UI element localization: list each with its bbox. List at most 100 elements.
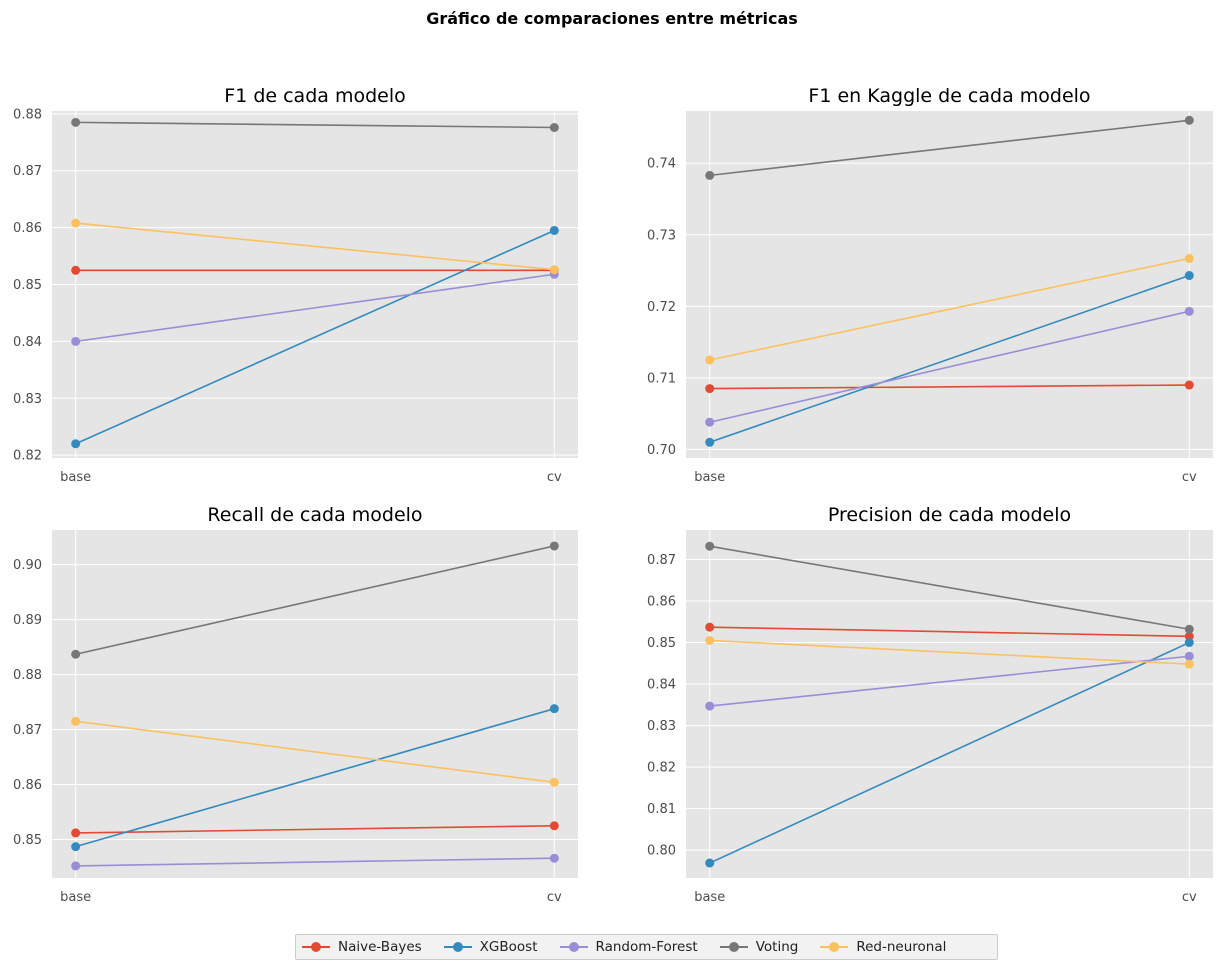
data-point-red-neuronal xyxy=(1184,253,1194,263)
series-line-xgboost xyxy=(75,229,555,445)
legend-item-xgboost: XGBoost xyxy=(443,939,538,955)
data-point-xgboost xyxy=(1184,271,1194,281)
data-point-red-neuronal xyxy=(1184,659,1194,669)
data-point-xgboost xyxy=(71,439,81,449)
figure-title: Gráfico de comparaciones entre métricas xyxy=(426,9,798,28)
legend-marker xyxy=(443,941,472,953)
data-point-voting xyxy=(1184,624,1194,634)
subplot-2: 0.70 0.71 0.72 0.73 0.74 base cv F1 en Kaggle d… xyxy=(647,85,1213,485)
y-tick-label: 0.84 xyxy=(647,678,676,693)
series-line-red-neuronal xyxy=(709,639,1190,665)
data-point-naive-bayes xyxy=(71,828,81,838)
series-line-random-forest xyxy=(75,857,555,867)
subplot-title: F1 de cada modelo xyxy=(224,85,405,107)
legend-marker xyxy=(719,941,748,953)
data-point-red-neuronal xyxy=(549,265,559,275)
data-point-random-forest xyxy=(705,701,715,711)
data-point-red-neuronal xyxy=(705,355,715,365)
legend-item-voting: Voting xyxy=(719,939,799,955)
y-tick-label: 0.74 xyxy=(647,157,676,172)
x-tick-label: cv xyxy=(1182,890,1197,905)
data-point-red-neuronal xyxy=(71,218,81,228)
y-tick-label: 0.85 xyxy=(647,636,676,651)
y-tick-label: 0.88 xyxy=(13,107,42,122)
y-tick-label: 0.82 xyxy=(647,761,676,776)
legend-marker xyxy=(559,941,588,953)
data-point-random-forest xyxy=(71,336,81,346)
plot-area xyxy=(686,111,1213,458)
data-point-xgboost xyxy=(549,225,559,235)
y-tick-label: 0.89 xyxy=(13,613,42,628)
y-tick-label: 0.81 xyxy=(647,802,676,817)
series-line-naive-bayes xyxy=(709,626,1190,638)
series-line-xgboost xyxy=(75,707,555,848)
x-tick-label: cv xyxy=(547,890,562,905)
y-tick-label: 0.85 xyxy=(13,833,42,848)
legend-item-red-neuronal: Red-neuronal xyxy=(820,939,946,955)
legend-marker xyxy=(302,941,330,953)
data-point-random-forest xyxy=(1184,306,1194,316)
data-point-xgboost xyxy=(705,858,715,868)
series-line-naive-bayes xyxy=(75,824,555,834)
subplot-title: Precision de cada modelo xyxy=(828,504,1071,526)
series-line-random-forest xyxy=(75,273,555,343)
legend-item-random-forest: Random-Forest xyxy=(559,939,698,955)
x-tick-label: base xyxy=(694,470,725,485)
x-tick-label: base xyxy=(694,890,725,905)
data-point-naive-bayes xyxy=(1184,631,1194,641)
series-line-red-neuronal xyxy=(75,222,555,271)
y-tick-label: 0.87 xyxy=(13,164,42,179)
series-line-random-forest xyxy=(709,310,1190,424)
series-line-xgboost xyxy=(709,641,1190,864)
legend-marker xyxy=(820,941,849,953)
y-tick-label: 0.83 xyxy=(647,719,676,734)
data-point-voting xyxy=(705,541,715,551)
y-tick-label: 0.84 xyxy=(13,335,42,350)
data-point-red-neuronal xyxy=(71,716,81,726)
data-point-voting xyxy=(71,117,81,127)
y-tick-label: 0.82 xyxy=(13,449,42,464)
data-point-voting xyxy=(705,170,715,180)
y-tick-label: 0.71 xyxy=(647,371,676,386)
subplot-3: 0.85 0.86 0.87 0.88 0.89 0.90 base cv Recall de … xyxy=(13,504,578,905)
series-line-red-neuronal xyxy=(709,257,1190,361)
data-point-voting xyxy=(1184,115,1194,125)
data-point-naive-bayes xyxy=(705,622,715,632)
series-line-random-forest xyxy=(709,655,1190,707)
data-point-random-forest xyxy=(705,417,715,427)
legend-label: Red-neuronal xyxy=(856,939,947,955)
data-point-red-neuronal xyxy=(549,777,559,787)
series-line-voting xyxy=(709,545,1190,631)
legend: Naive-Bayes XGBoost Random-Forest Voting Red… xyxy=(295,934,998,960)
data-point-random-forest xyxy=(1184,651,1194,661)
data-point-xgboost xyxy=(549,704,559,714)
data-point-naive-bayes xyxy=(71,265,81,275)
y-tick-label: 0.87 xyxy=(13,723,42,738)
series-line-voting xyxy=(75,121,555,129)
series-line-xgboost xyxy=(709,274,1190,444)
x-tick-label: base xyxy=(60,470,91,485)
data-point-random-forest xyxy=(549,853,559,863)
series-line-voting xyxy=(709,119,1190,177)
data-point-xgboost xyxy=(705,437,715,447)
legend-label: XGBoost xyxy=(479,939,538,955)
data-point-voting xyxy=(549,122,559,132)
y-tick-label: 0.72 xyxy=(647,300,676,315)
data-point-xgboost xyxy=(71,842,81,852)
data-point-voting xyxy=(71,649,81,659)
y-tick-label: 0.83 xyxy=(13,392,42,407)
subplot-1: 0.82 0.83 0.84 0.85 0.86 0.87 0.88 base cv F1 de … xyxy=(13,85,578,485)
data-point-naive-bayes xyxy=(705,384,715,394)
y-tick-label: 0.85 xyxy=(13,278,42,293)
y-tick-label: 0.86 xyxy=(13,221,42,236)
x-tick-label: base xyxy=(60,890,91,905)
data-point-voting xyxy=(549,541,559,551)
data-point-naive-bayes xyxy=(1184,380,1194,390)
data-point-naive-bayes xyxy=(549,821,559,831)
series-line-naive-bayes xyxy=(709,384,1190,390)
y-tick-label: 0.86 xyxy=(13,778,42,793)
legend-label: Voting xyxy=(755,939,799,955)
data-point-xgboost xyxy=(1184,638,1194,648)
y-tick-label: 0.90 xyxy=(13,558,42,573)
plot-area xyxy=(52,530,578,878)
